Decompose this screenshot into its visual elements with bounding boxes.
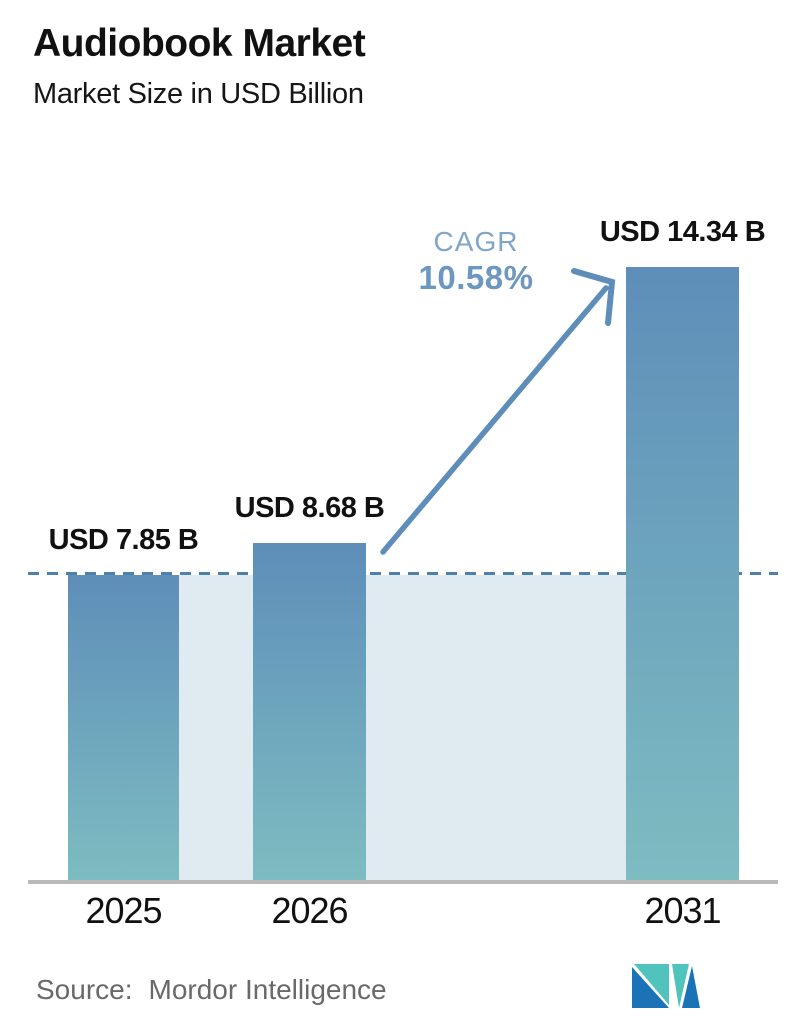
x-axis-line	[28, 880, 778, 884]
x-tick-2026: 2026	[271, 890, 348, 931]
mordor-intelligence-logo	[632, 964, 700, 1008]
bar-value-label-2031: USD 14.34 B	[599, 216, 766, 248]
x-tick-2031: 2031	[644, 890, 721, 931]
source-label: Source:	[36, 974, 133, 1005]
source-line: Source: Mordor Intelligence	[36, 972, 387, 1008]
bar-value-label-2026: USD 8.68 B	[234, 492, 385, 524]
cagr-label: CAGR	[433, 226, 519, 257]
bar-2025	[68, 575, 179, 880]
chart-title: Audiobook Market	[33, 22, 366, 65]
cagr-annotation: CAGR 10.58%	[376, 226, 576, 297]
bar-2031	[626, 267, 739, 880]
reference-dashed-line	[28, 572, 778, 575]
cagr-value: 10.58%	[418, 259, 534, 296]
x-tick-2025: 2025	[85, 890, 162, 931]
bar-2026	[253, 543, 366, 880]
bar-value-label-2025: USD 7.85 B	[48, 524, 199, 556]
source-value: Mordor Intelligence	[148, 974, 387, 1005]
chart-subtitle: Market Size in USD Billion	[33, 78, 364, 110]
